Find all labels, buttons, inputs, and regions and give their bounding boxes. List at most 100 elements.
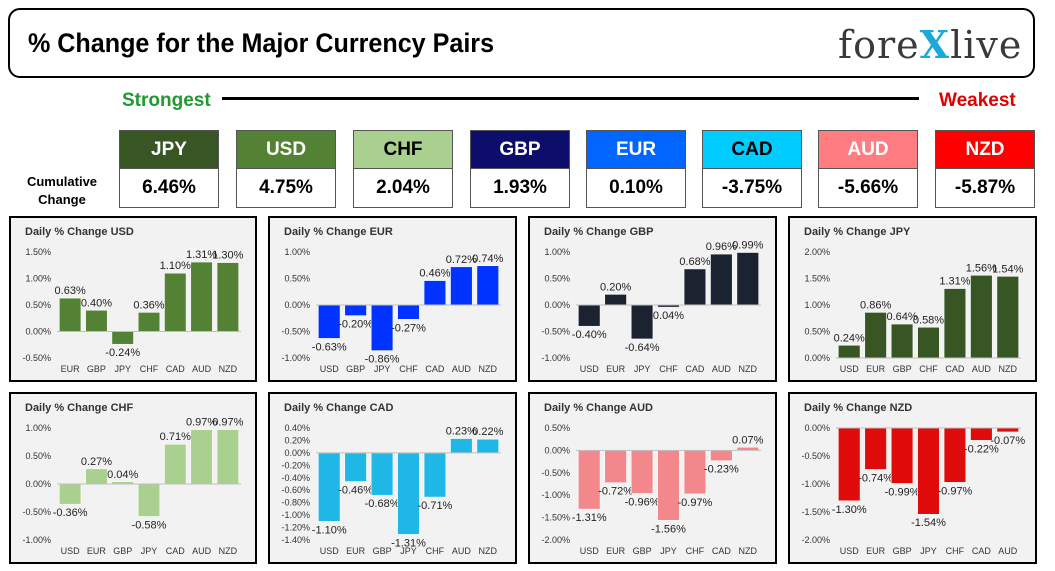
x-category-label: CAD [712,546,732,556]
data-label: 0.46% [419,268,450,280]
data-label: -0.97% [677,497,712,509]
bar-jpy [630,304,654,340]
currency-code: CHF [354,131,452,169]
bar-nzd [736,252,759,306]
bar-gbp [370,452,394,496]
data-label: -1.30% [832,504,867,516]
currency-code: USD [237,131,335,169]
y-tick-label: 0.50% [544,274,570,284]
currency-cell-gbp: GBP 1.93% [470,130,570,208]
bar-chart-svg: Daily % Change EUR1.00%0.50%0.00%-0.50%-… [281,226,503,374]
x-category-label: CHF [919,364,938,374]
bar-eur [344,452,367,482]
y-tick-label: -0.50% [22,507,51,517]
x-category-label: CHF [686,546,705,556]
bar-chf [683,450,707,495]
currency-code: GBP [471,131,569,169]
forexlive-logo: foreXlive [838,22,1022,67]
y-tick-label: 1.50% [25,247,51,257]
y-tick-label: -1.00% [541,353,570,363]
chart-panel-7: Daily % Change NZD 0.00% -0.50% -1.00% -1.50… [788,392,1037,564]
chart-panel-1: Daily % Change EUR 1.00% 0.50% 0.00% -0.50% -… [268,216,517,382]
y-tick-label: 0.00% [284,300,310,310]
bar-nzd [216,262,239,332]
logo-part-pre: fore [838,23,920,67]
cumulative-label-line2: Change [38,192,86,207]
chart-title: Daily % Change NZD [804,402,912,414]
data-label: 0.74% [472,253,503,265]
x-category-label: JPY [634,364,651,374]
chart-panel-6: Daily % Change AUD 0.50% 0.00% -0.50% -1.00%… [528,392,777,564]
bar-nzd [996,276,1019,359]
header-box: % Change for the Major Currency Pairs fo… [8,8,1035,78]
y-tick-label: 0.40% [284,423,310,433]
x-category-label: CHF [426,546,445,556]
y-tick-label: -0.50% [281,327,310,337]
x-category-label: AUD [452,364,472,374]
y-tick-label: -1.50% [801,507,830,517]
y-tick-label: -2.00% [801,535,830,545]
cumulative-value: 4.75% [237,169,335,207]
y-tick-label: -0.50% [541,468,570,478]
y-tick-label: 1.50% [804,274,830,284]
y-tick-label: 0.50% [804,327,830,337]
bar-chart-svg: Daily % Change CHF1.00%0.50%0.00%-0.50%-… [22,402,243,556]
y-tick-label: -1.20% [281,523,310,533]
x-category-label: GBP [893,364,912,374]
bar-aud [190,429,213,485]
data-label: -0.27% [391,322,426,334]
y-tick-label: 1.00% [284,247,310,257]
bar-jpy [917,427,940,515]
weakest-label: Weakest [939,90,1016,111]
bar-gbp [630,450,654,494]
data-label: -0.36% [53,507,88,519]
data-label: -0.46% [338,485,373,497]
x-category-label: EUR [606,546,626,556]
bar-cad [970,427,993,441]
bar-usd [838,427,861,502]
y-tick-label: -0.50% [801,451,830,461]
cumulative-value: 0.10% [587,169,685,207]
chart-panel-4: Daily % Change CHF 1.00% 0.50% 0.00% -0.50% -… [9,392,257,564]
bar-eur [864,312,887,359]
x-category-label: GBP [113,546,132,556]
data-label: -0.22% [964,443,999,455]
cumulative-value: -3.75% [703,169,801,207]
x-category-label: JPY [920,546,937,556]
data-label: -0.20% [338,319,373,331]
x-category-label: USD [580,546,600,556]
data-label: -0.64% [625,342,660,354]
chart-title: Daily % Change CAD [284,402,393,414]
data-label: 1.31% [186,249,217,261]
bar-eur [864,427,887,470]
y-tick-label: 0.50% [25,451,51,461]
y-tick-label: -1.40% [281,535,310,545]
x-category-label: CHF [140,364,159,374]
y-tick-label: 0.00% [804,353,830,363]
chart-panel-5: Daily % Change CAD 0.40% 0.20% 0.00% -0.20% -… [268,392,517,564]
bar-jpy [137,483,161,517]
data-label: -0.74% [858,472,893,484]
chart-title: Daily % Change CHF [25,402,133,414]
x-category-label: NZD [219,546,238,556]
data-label: 0.23% [446,426,477,438]
bar-jpy [111,331,134,345]
x-category-label: GBP [633,546,652,556]
x-category-label: AUD [192,546,212,556]
data-label: 0.22% [472,426,503,438]
currency-cell-usd: USD 4.75% [236,130,336,208]
bar-cad [164,272,187,332]
bar-usd [318,452,341,522]
bar-nzd [476,265,499,306]
x-category-label: JPY [374,364,391,374]
chart-title: Daily % Change USD [25,226,134,238]
x-category-label: NZD [219,364,238,374]
x-category-label: NZD [999,364,1018,374]
data-label: -0.96% [625,496,660,508]
bar-gbp [85,310,108,332]
data-label: 0.20% [600,281,631,293]
bar-usd [578,450,601,510]
logo-part-post: live [950,23,1023,67]
x-category-label: CHF [399,364,418,374]
currency-code: CAD [703,131,801,169]
